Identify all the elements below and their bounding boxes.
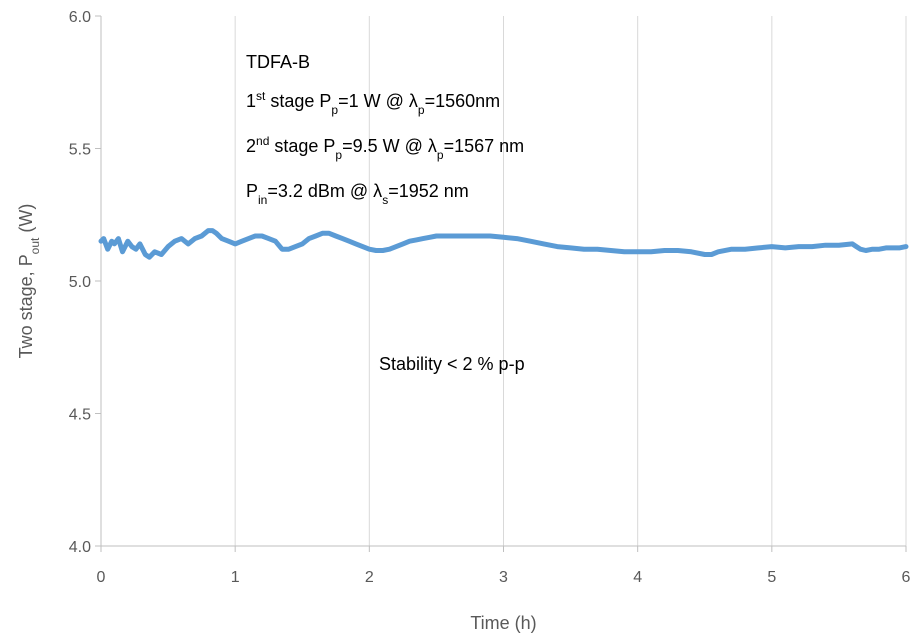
axes [95, 15, 907, 552]
annotation-part: TDFA-B [246, 52, 310, 72]
gridlines [100, 16, 907, 546]
annotation-3: Pin=3.2 dBm @ λs=1952 nm [246, 181, 469, 207]
annotation-part: p [437, 148, 444, 162]
annotation-part: stage P [269, 136, 335, 156]
x-tick-label: 3 [499, 569, 508, 586]
annotation-part: stage P [265, 91, 331, 111]
y-title-base: Two stage, P [16, 254, 36, 358]
annotation-part: 1 [246, 91, 256, 111]
annotation-part: =1560nm [425, 91, 501, 111]
annotation-part: P [246, 181, 258, 201]
x-tick-label: 1 [231, 569, 240, 586]
annotation-part: Stability < 2 % p-p [379, 354, 525, 374]
y-tick-label: 4.0 [69, 539, 91, 556]
y-tick-label: 6.0 [69, 9, 91, 26]
annotation-part: =9.5 W @ λ [342, 136, 437, 156]
annotation-part: p [418, 103, 425, 117]
x-axis-title: Time (h) [470, 613, 536, 633]
annotation-part: s [382, 193, 388, 207]
y-title-tail: (W) [16, 204, 36, 238]
annotation-part: p [335, 148, 342, 162]
annotation-part: p [331, 103, 338, 117]
annotation-4: Stability < 2 % p-p [379, 354, 525, 374]
y-axis-title: Two stage, Pout (W) [16, 204, 42, 359]
annotation-part: nd [256, 134, 269, 148]
x-tick-label: 5 [767, 569, 776, 586]
annotation-part: st [256, 89, 266, 103]
x-tick-label: 6 [902, 569, 911, 586]
annotation-part: =1567 nm [444, 136, 525, 156]
annotation-part: in [258, 193, 267, 207]
y-title-sub: out [28, 237, 42, 254]
series-line-0 [98, 228, 909, 260]
annotation-part: =3.2 dBm @ λ [267, 181, 382, 201]
y-tick-label: 5.0 [69, 274, 91, 291]
x-tick-labels: 0 1 2 3 4 5 6 [97, 569, 911, 586]
annotation-part: =1 W @ λ [338, 91, 418, 111]
annotation-part: =1952 nm [388, 181, 469, 201]
annotation-0: TDFA-B [246, 52, 310, 72]
x-tick-label: 2 [365, 569, 374, 586]
annotation-2: 2nd stage Pp=9.5 W @ λp=1567 nm [246, 134, 524, 162]
x-tick-label: 0 [97, 569, 106, 586]
annotation-part: 2 [246, 136, 256, 156]
y-tick-label: 4.5 [69, 407, 91, 424]
series-group [98, 228, 909, 260]
y-tick-labels: 4.0 4.5 5.0 5.5 6.0 [69, 9, 91, 556]
y-tick-label: 5.5 [69, 142, 91, 159]
annotation-1: 1st stage Pp=1 W @ λp=1560nm [246, 89, 500, 117]
x-tick-label: 4 [633, 569, 642, 586]
